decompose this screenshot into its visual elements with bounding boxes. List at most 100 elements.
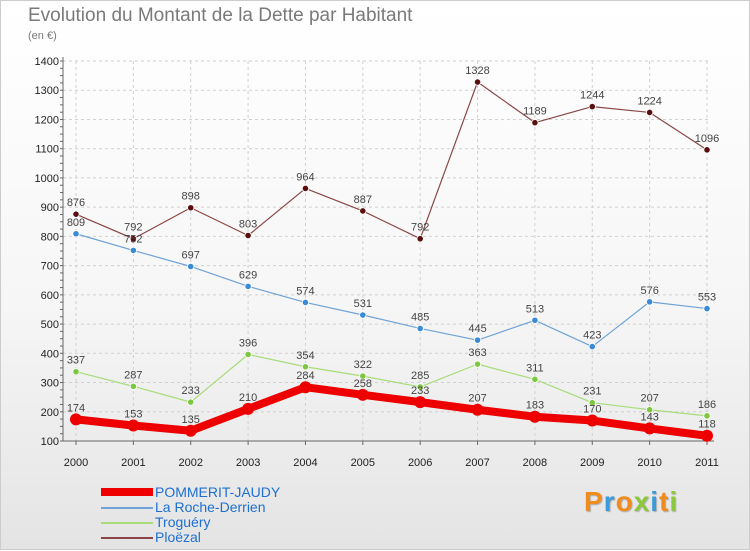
data-point-plo-zal-2009 bbox=[588, 103, 596, 111]
data-point-trogu-ry-2011 bbox=[703, 412, 711, 420]
data-label-plo-zal-2010: 1224 bbox=[637, 95, 661, 107]
data-label-pommerit-jaudy-2006: 233 bbox=[411, 385, 429, 397]
data-label-trogu-ry-2008: 311 bbox=[526, 362, 544, 374]
legend-label-trogu-ry: Troguéry bbox=[155, 514, 211, 530]
data-label-trogu-ry-2000: 337 bbox=[67, 355, 85, 367]
data-point-plo-zal-2002 bbox=[187, 204, 195, 212]
series-line-plo-zal bbox=[75, 81, 708, 240]
data-point-la-roche-derrien-2002 bbox=[187, 262, 195, 271]
data-point-pommerit-jaudy-2011 bbox=[701, 429, 713, 442]
series-line-trogu-ry bbox=[75, 353, 708, 417]
x-tick-label-2010: 2010 bbox=[637, 457, 661, 469]
legend-item-trogu-ry: Troguéry bbox=[101, 514, 361, 530]
data-label-plo-zal-2008: 1189 bbox=[523, 106, 547, 118]
data-label-trogu-ry-2004: 354 bbox=[296, 350, 314, 362]
data-label-pommerit-jaudy-2010: 143 bbox=[640, 411, 658, 423]
data-point-trogu-ry-2002 bbox=[187, 398, 195, 406]
x-tick-label-2008: 2008 bbox=[523, 457, 547, 469]
data-point-la-roche-derrien-2007 bbox=[473, 336, 482, 344]
data-label-plo-zal-2006: 792 bbox=[411, 222, 429, 234]
y-tick-label-1000: 1000 bbox=[35, 173, 59, 185]
legend: POMMERIT-JAUDY La Roche-Derrien Troguéry Pl… bbox=[101, 484, 361, 545]
chart-subtitle: (en €) bbox=[28, 30, 57, 42]
data-point-trogu-ry-2001 bbox=[129, 382, 137, 390]
data-label-pommerit-jaudy-2007: 207 bbox=[468, 393, 486, 405]
data-label-la-roche-derrien-2003: 629 bbox=[239, 269, 257, 281]
data-point-plo-zal-2007 bbox=[473, 78, 482, 86]
data-label-trogu-ry-2010: 207 bbox=[640, 393, 658, 405]
data-label-trogu-ry-2005: 322 bbox=[354, 359, 372, 371]
legend-item-pommerit-jaudy: POMMERIT-JAUDY bbox=[101, 484, 361, 500]
data-label-la-roche-derrien-2006: 485 bbox=[411, 311, 429, 323]
data-label-plo-zal-2009: 1244 bbox=[580, 90, 604, 102]
x-tick-label-2002: 2002 bbox=[178, 457, 202, 469]
data-point-pommerit-jaudy-2004 bbox=[299, 381, 312, 394]
data-point-plo-zal-2005 bbox=[359, 207, 367, 215]
data-point-pommerit-jaudy-2002 bbox=[184, 424, 197, 437]
legend-label-plo-zal: Ploëzal bbox=[155, 529, 201, 545]
legend-swatch-la-roche-derrien bbox=[101, 507, 153, 509]
data-point-la-roche-derrien-2011 bbox=[703, 304, 711, 313]
y-tick-label-1400: 1400 bbox=[35, 56, 59, 68]
data-point-trogu-ry-2010 bbox=[646, 406, 654, 414]
data-label-la-roche-derrien-2000: 809 bbox=[67, 217, 85, 229]
chart-title: Evolution du Montant de la Dette par Hab… bbox=[28, 5, 413, 26]
data-label-plo-zal-2001: 792 bbox=[124, 222, 142, 234]
data-point-la-roche-derrien-2009 bbox=[588, 342, 596, 351]
y-tick-label-1200: 1200 bbox=[35, 114, 59, 126]
data-label-trogu-ry-2002: 233 bbox=[182, 385, 200, 397]
data-point-plo-zal-2011 bbox=[703, 146, 711, 154]
data-label-plo-zal-2005: 887 bbox=[354, 194, 372, 206]
data-label-la-roche-derrien-2011: 553 bbox=[698, 292, 716, 304]
legend-swatch-pommerit-jaudy bbox=[101, 488, 153, 496]
data-point-la-roche-derrien-2005 bbox=[359, 311, 367, 319]
data-label-trogu-ry-2006: 285 bbox=[411, 370, 429, 382]
y-tick-label-100: 100 bbox=[41, 436, 59, 448]
data-point-plo-zal-2004 bbox=[301, 184, 310, 193]
series-line-pommerit-jaudy bbox=[75, 383, 708, 440]
data-label-la-roche-derrien-2001: 752 bbox=[124, 233, 142, 245]
data-point-la-roche-derrien-2004 bbox=[301, 298, 310, 307]
legend-item-plo-zal: Ploëzal bbox=[101, 529, 361, 545]
data-label-la-roche-derrien-2007: 445 bbox=[468, 323, 486, 335]
x-tick-label-2007: 2007 bbox=[465, 457, 489, 469]
data-point-plo-zal-2000 bbox=[72, 210, 80, 218]
x-tick-label-2005: 2005 bbox=[351, 457, 375, 469]
data-point-plo-zal-2003 bbox=[244, 231, 252, 240]
data-label-pommerit-jaudy-2004: 284 bbox=[296, 370, 314, 382]
data-point-la-roche-derrien-2000 bbox=[72, 230, 80, 238]
y-tick-label-900: 900 bbox=[41, 202, 59, 214]
data-point-la-roche-derrien-2008 bbox=[531, 316, 539, 324]
data-point-pommerit-jaudy-2001 bbox=[127, 419, 140, 432]
legend-swatch-plo-zal bbox=[101, 537, 153, 539]
data-point-trogu-ry-2003 bbox=[244, 350, 252, 359]
data-label-pommerit-jaudy-2011: 118 bbox=[698, 419, 716, 431]
data-point-plo-zal-2006 bbox=[416, 235, 424, 243]
data-label-plo-zal-2003: 803 bbox=[239, 219, 257, 231]
data-label-plo-zal-2000: 876 bbox=[67, 197, 85, 209]
data-point-pommerit-jaudy-2000 bbox=[70, 413, 82, 426]
y-tick-label-700: 700 bbox=[41, 261, 59, 273]
x-tick-label-2003: 2003 bbox=[236, 457, 260, 469]
y-tick-label-1300: 1300 bbox=[35, 85, 59, 97]
data-point-pommerit-jaudy-2005 bbox=[356, 388, 369, 401]
data-point-plo-zal-2010 bbox=[646, 108, 654, 117]
data-label-la-roche-derrien-2010: 576 bbox=[640, 285, 658, 297]
y-tick-label-800: 800 bbox=[41, 231, 59, 243]
data-point-la-roche-derrien-2010 bbox=[646, 298, 654, 306]
data-point-pommerit-jaudy-2007 bbox=[471, 403, 484, 416]
x-tick-label-2000: 2000 bbox=[64, 457, 88, 469]
x-tick-label-2011: 2011 bbox=[695, 457, 719, 469]
data-label-plo-zal-2002: 898 bbox=[182, 191, 200, 203]
data-label-plo-zal-2004: 964 bbox=[296, 171, 314, 183]
data-label-la-roche-derrien-2004: 574 bbox=[296, 285, 314, 297]
data-point-trogu-ry-2006 bbox=[416, 383, 424, 391]
data-point-trogu-ry-2007 bbox=[473, 360, 482, 368]
data-point-pommerit-jaudy-2006 bbox=[414, 396, 427, 409]
data-point-plo-zal-2001 bbox=[129, 235, 137, 243]
proxiti-logo: Proxiti bbox=[584, 486, 679, 517]
data-label-trogu-ry-2011: 186 bbox=[698, 399, 716, 411]
data-point-trogu-ry-2000 bbox=[72, 368, 80, 376]
y-tick-label-200: 200 bbox=[41, 407, 59, 419]
